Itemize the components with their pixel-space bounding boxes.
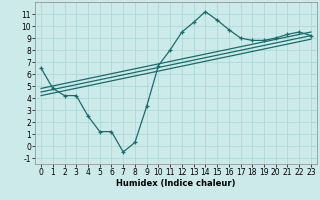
X-axis label: Humidex (Indice chaleur): Humidex (Indice chaleur) xyxy=(116,179,236,188)
